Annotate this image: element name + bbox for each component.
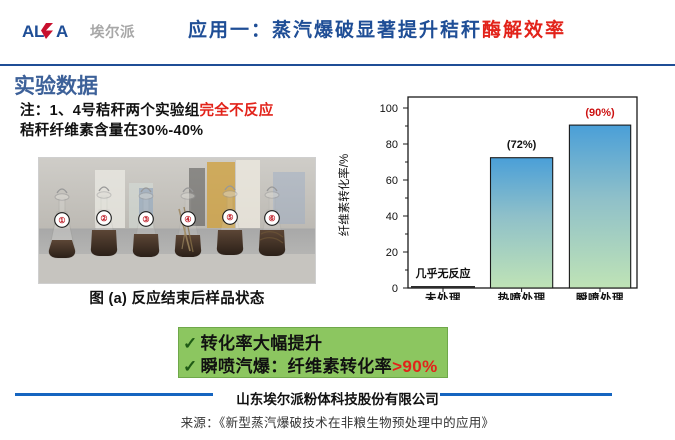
svg-text:热喷处理: 热喷处理 <box>498 291 546 300</box>
svg-text:20: 20 <box>386 247 398 259</box>
svg-text:⑥: ⑥ <box>268 214 275 223</box>
svg-text:A: A <box>22 22 34 40</box>
svg-text:40: 40 <box>386 211 398 223</box>
svg-text:①: ① <box>58 216 65 225</box>
svg-text:纤维素转化率/%: 纤维素转化率/% <box>337 154 351 236</box>
svg-text:⑤: ⑤ <box>226 213 233 222</box>
svg-text:(72%): (72%) <box>507 139 537 151</box>
svg-text:几乎无反应: 几乎无反应 <box>416 266 471 280</box>
svg-text:60: 60 <box>386 175 398 187</box>
svg-text:100: 100 <box>380 103 398 115</box>
svg-text:④: ④ <box>184 215 191 224</box>
svg-text:瞬喷处理: 瞬喷处理 <box>576 291 624 300</box>
svg-text:③: ③ <box>142 215 149 224</box>
svg-text:(90%): (90%) <box>585 107 615 119</box>
svg-text:0: 0 <box>392 283 398 295</box>
svg-text:80: 80 <box>386 139 398 151</box>
svg-text:A: A <box>56 22 68 40</box>
svg-text:未处理: 未处理 <box>424 291 461 300</box>
svg-text:②: ② <box>100 214 107 223</box>
